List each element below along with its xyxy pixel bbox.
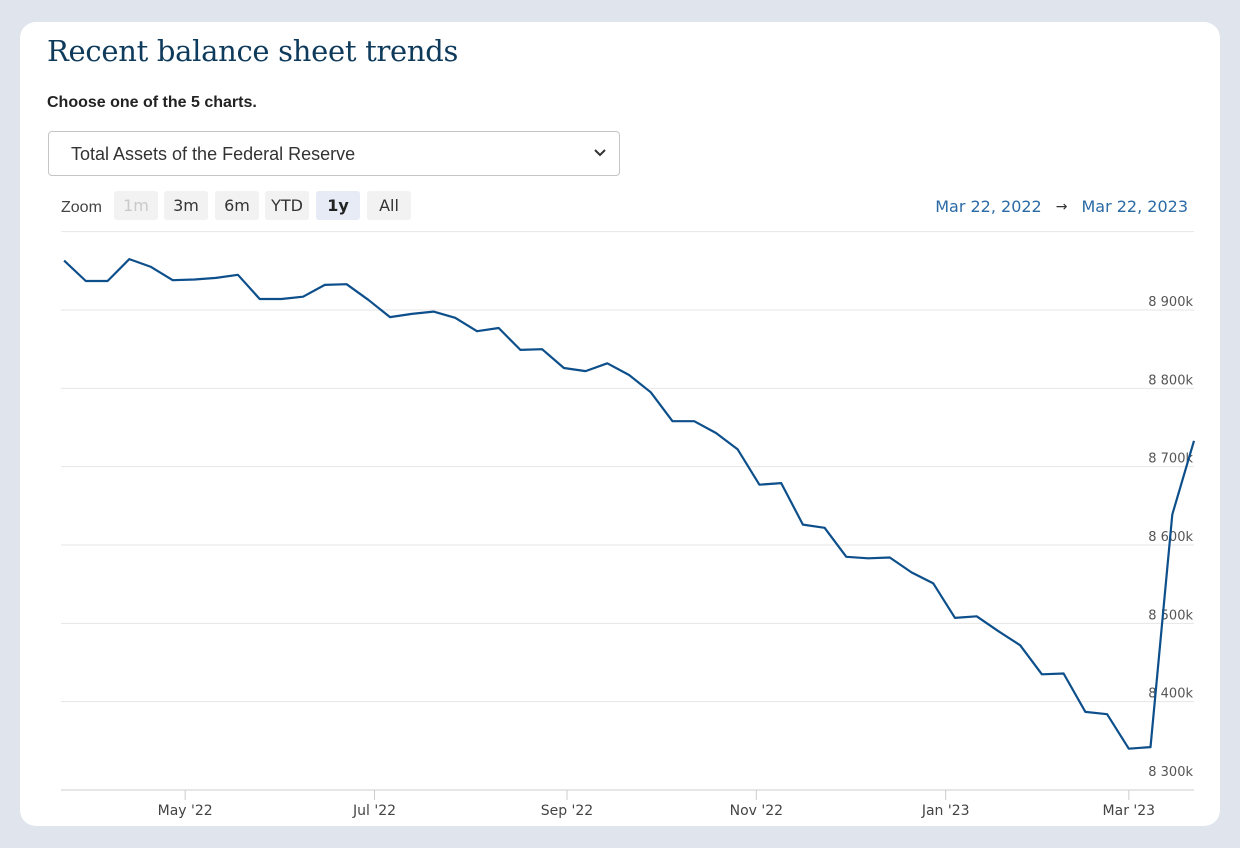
zoom-all-button[interactable]: All: [367, 191, 411, 220]
zoom-1m-button: 1m: [114, 191, 158, 220]
zoom-6m-button[interactable]: 6m: [215, 191, 259, 220]
y-tick-label: 8 500k: [1148, 608, 1193, 623]
chart-selector-value: Total Assets of the Federal Reserve: [71, 144, 356, 164]
chart-instruction: Choose one of the 5 charts.: [47, 94, 257, 111]
y-tick-label: 8 900k: [1148, 295, 1193, 310]
range-start-date[interactable]: Mar 22, 2022: [935, 197, 1042, 216]
x-tick-label: Jan '23: [921, 803, 970, 819]
x-tick-label: Mar '23: [1103, 803, 1156, 819]
page-title: Recent balance sheet trends: [47, 34, 459, 68]
series-line: [63, 258, 1196, 750]
zoom-3m-button[interactable]: 3m: [164, 191, 208, 220]
x-tick-label: Jul '22: [352, 803, 396, 819]
zoom-ytd-button[interactable]: YTD: [265, 191, 309, 220]
zoom-1y-button[interactable]: 1y: [316, 191, 360, 220]
x-tick-label: Nov '22: [730, 803, 783, 819]
x-tick-label: May '22: [158, 803, 213, 819]
y-tick-label: 8 800k: [1148, 373, 1193, 388]
y-tick-label: 8 700k: [1148, 452, 1193, 467]
chevron-down-icon: [594, 149, 606, 157]
range-end-date[interactable]: Mar 22, 2023: [1081, 197, 1188, 216]
range-arrow: →: [1055, 198, 1068, 215]
zoom-label: Zoom: [61, 199, 102, 216]
x-tick-label: Sep '22: [541, 803, 594, 819]
y-tick-label: 8 300k: [1148, 765, 1193, 780]
chart-selector-dropdown[interactable]: Total Assets of the Federal Reserve: [48, 131, 620, 176]
balance-sheet-card: Recent balance sheet trends Choose one o…: [20, 22, 1220, 826]
date-range: Mar 22, 2022 → Mar 22, 2023: [935, 197, 1188, 216]
y-tick-label: 8 400k: [1148, 687, 1193, 702]
